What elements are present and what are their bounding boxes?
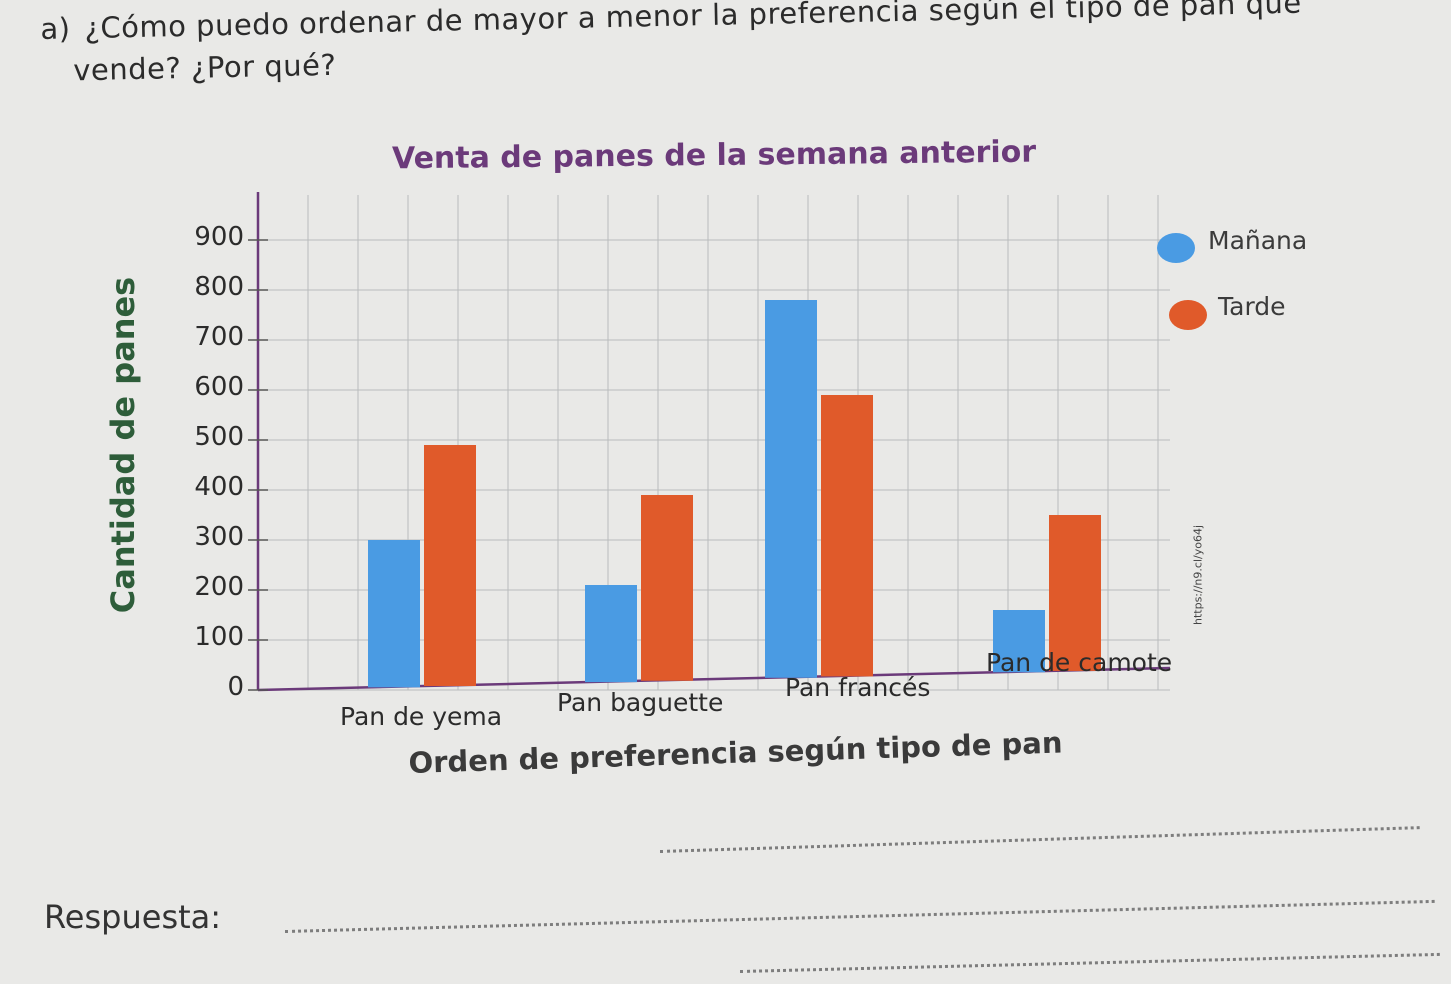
bar-tarde-pan-baguette bbox=[641, 495, 693, 681]
y-tick-label: 800 bbox=[194, 272, 244, 302]
legend-swatch-manana bbox=[1157, 233, 1195, 263]
y-tick-label: 100 bbox=[194, 622, 244, 652]
y-tick-label: 400 bbox=[194, 472, 244, 502]
y-tick-label: 900 bbox=[194, 222, 244, 252]
bar-tarde-pan-de-camote bbox=[1049, 515, 1101, 671]
bar-manana-pan-franc-s bbox=[765, 300, 817, 678]
y-tick-label: 200 bbox=[194, 572, 244, 602]
source-url: https://n9.cl/yo64j bbox=[1191, 525, 1205, 625]
x-tick-label: Pan de camote bbox=[986, 648, 1173, 677]
y-tick-label: 0 bbox=[227, 672, 244, 702]
bar-manana-pan-de-yema bbox=[368, 540, 420, 688]
x-tick-label: Pan de yema bbox=[340, 702, 503, 731]
legend-label-manana: Mañana bbox=[1208, 226, 1308, 255]
bar-tarde-pan-franc-s bbox=[821, 395, 873, 677]
y-tick-label: 500 bbox=[194, 422, 244, 452]
legend-label-tarde: Tarde bbox=[1218, 292, 1286, 321]
y-tick-label: 300 bbox=[194, 522, 244, 552]
bar-manana-pan-baguette bbox=[585, 585, 637, 683]
x-tick-label: Pan baguette bbox=[557, 688, 724, 717]
legend-swatch-tarde bbox=[1169, 300, 1207, 330]
bar-tarde-pan-de-yema bbox=[424, 445, 476, 686]
bar-manana-pan-de-camote bbox=[993, 610, 1045, 673]
y-tick-label: 700 bbox=[194, 322, 244, 352]
x-tick-label: Pan francés bbox=[785, 673, 931, 702]
answer-label: Respuesta: bbox=[44, 898, 222, 936]
y-tick-label: 600 bbox=[194, 372, 244, 402]
